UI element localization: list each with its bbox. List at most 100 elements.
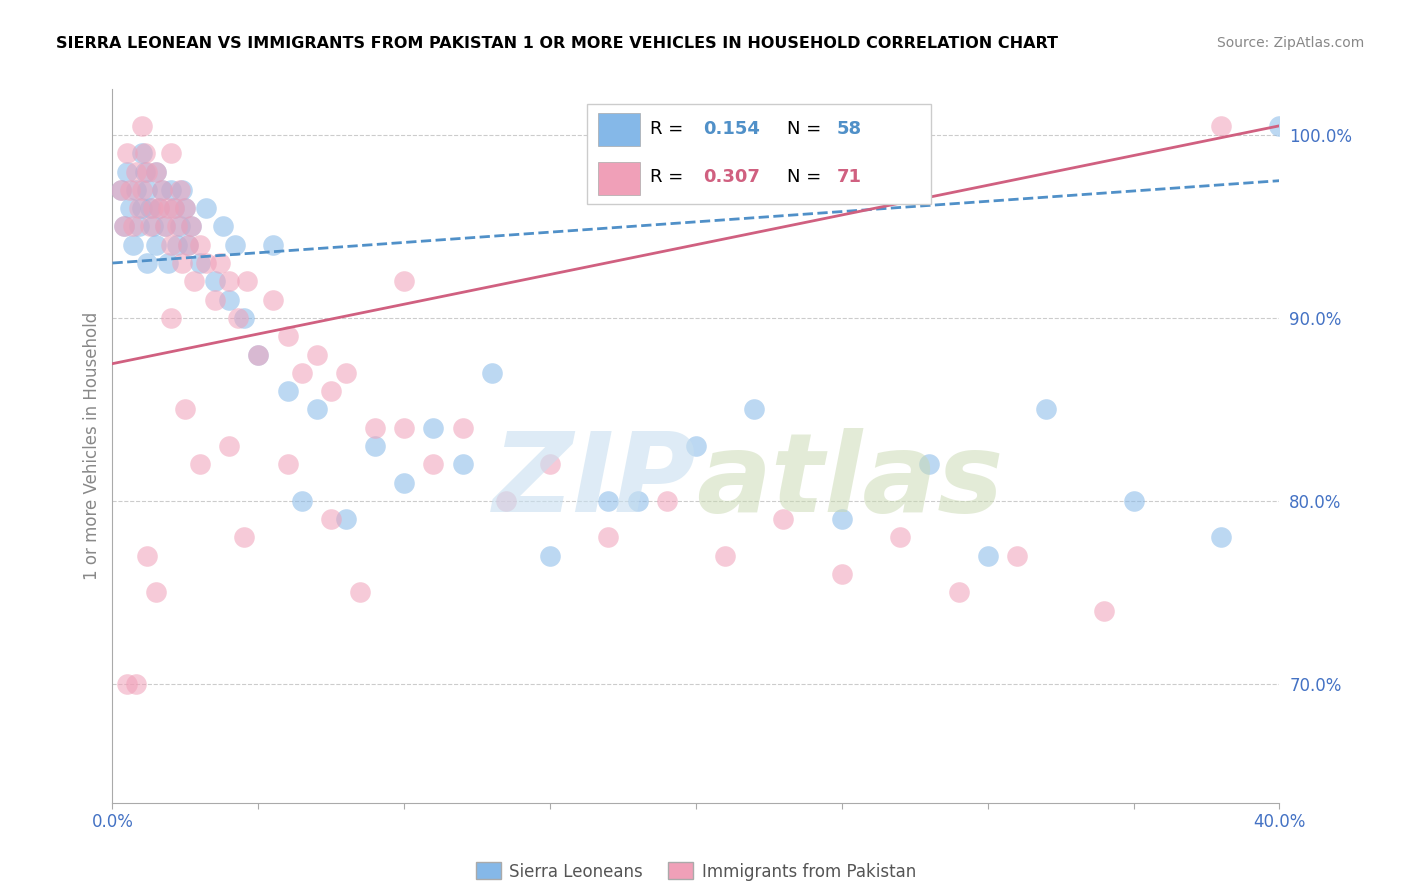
Point [131, 183, 153, 197]
Point [110, 183, 132, 197]
Point [125, 677, 148, 691]
Point [976, 549, 998, 563]
Point [166, 219, 188, 234]
Point [742, 402, 765, 417]
Point [122, 237, 145, 252]
Point [276, 458, 298, 472]
Point [349, 585, 371, 599]
Point [218, 274, 240, 288]
Point [1005, 549, 1028, 563]
Point [481, 366, 503, 380]
Point [112, 219, 135, 234]
Point [125, 164, 148, 178]
Point [172, 183, 194, 197]
Text: 0.154: 0.154 [703, 120, 759, 138]
Point [889, 531, 911, 545]
Point [1122, 494, 1144, 508]
Point [166, 237, 188, 252]
Point [128, 201, 150, 215]
Point [118, 183, 141, 197]
Point [174, 402, 197, 417]
Point [169, 219, 191, 234]
Point [598, 494, 620, 508]
Point [305, 402, 328, 417]
Point [153, 219, 176, 234]
Text: Source: ZipAtlas.com: Source: ZipAtlas.com [1216, 36, 1364, 50]
Bar [598, 112, 640, 145]
Point [183, 274, 205, 288]
Point [172, 256, 194, 270]
Point [495, 494, 517, 508]
Point [335, 366, 357, 380]
Point [150, 183, 173, 197]
Point [218, 439, 240, 453]
Point [131, 201, 153, 215]
Point [538, 549, 561, 563]
Point [262, 237, 284, 252]
Point [451, 458, 474, 472]
Text: N =: N = [787, 120, 827, 138]
Point [194, 201, 217, 215]
Point [136, 164, 159, 178]
Point [110, 183, 132, 197]
Point [321, 384, 343, 398]
Point [177, 237, 200, 252]
Point [145, 164, 167, 178]
Point [321, 512, 343, 526]
Text: 58: 58 [837, 120, 862, 138]
Point [122, 219, 145, 234]
Point [714, 549, 737, 563]
Point [291, 494, 314, 508]
Point [392, 475, 416, 490]
Point [156, 256, 179, 270]
Point [139, 201, 162, 215]
Y-axis label: 1 or more Vehicles in Household: 1 or more Vehicles in Household [83, 312, 101, 580]
Legend: Sierra Leoneans, Immigrants from Pakistan: Sierra Leoneans, Immigrants from Pakista… [470, 855, 922, 888]
Point [422, 420, 444, 434]
Point [204, 293, 226, 307]
Point [276, 329, 298, 343]
Point [247, 347, 270, 361]
Point [392, 420, 416, 434]
Point [451, 420, 474, 434]
Text: R =: R = [650, 169, 689, 186]
Point [142, 219, 165, 234]
Point [163, 201, 186, 215]
Point [204, 274, 226, 288]
Point [160, 310, 183, 325]
Point [1035, 402, 1057, 417]
Point [364, 439, 387, 453]
Point [125, 183, 148, 197]
Text: 0.307: 0.307 [703, 169, 759, 186]
Point [918, 458, 941, 472]
Point [134, 164, 156, 178]
Point [262, 293, 284, 307]
Point [194, 256, 217, 270]
Point [831, 567, 853, 582]
Point [169, 183, 191, 197]
Point [174, 201, 197, 215]
Point [1268, 119, 1291, 133]
Point [136, 256, 159, 270]
Point [247, 347, 270, 361]
Point [335, 512, 357, 526]
Point [112, 219, 135, 234]
Point [224, 237, 246, 252]
Point [218, 293, 240, 307]
Point [139, 219, 162, 234]
Text: atlas: atlas [696, 428, 1004, 535]
Point [831, 512, 853, 526]
Point [160, 237, 183, 252]
Text: 71: 71 [837, 169, 862, 186]
Point [226, 310, 249, 325]
Text: SIERRA LEONEAN VS IMMIGRANTS FROM PAKISTAN 1 OR MORE VEHICLES IN HOUSEHOLD CORRE: SIERRA LEONEAN VS IMMIGRANTS FROM PAKIST… [56, 36, 1059, 51]
Point [118, 201, 141, 215]
Point [163, 201, 186, 215]
Point [655, 494, 678, 508]
Point [685, 439, 707, 453]
Point [235, 274, 257, 288]
Point [626, 494, 648, 508]
Point [115, 146, 138, 161]
Point [136, 183, 159, 197]
Point [422, 458, 444, 472]
